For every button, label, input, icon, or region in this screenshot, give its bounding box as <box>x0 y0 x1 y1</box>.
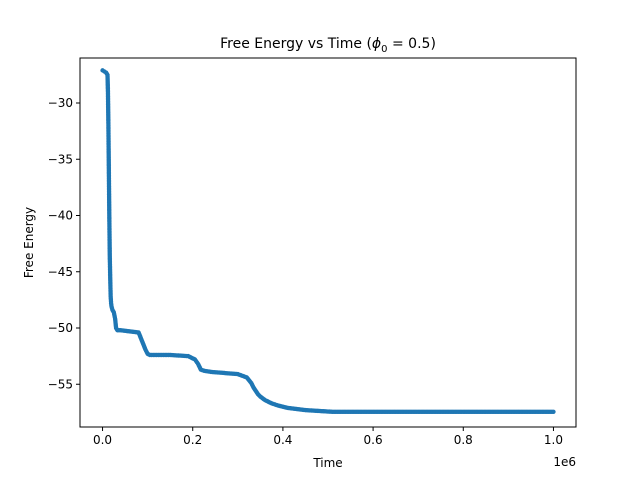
x-axis-offset-text: 1e6 <box>553 455 576 469</box>
y-tick-label: −50 <box>48 321 73 335</box>
y-axis-label: Free Energy <box>22 207 36 278</box>
y-tick-label: −45 <box>48 265 73 279</box>
plot-frame <box>79 57 577 428</box>
y-tick-label: −40 <box>48 209 73 223</box>
x-tick-label: 0.0 <box>93 433 112 447</box>
data-points <box>100 68 556 415</box>
chart-title: Free Energy vs Time (ϕ0 = 0.5) <box>220 36 436 55</box>
axis-ticks: 0.0 0.2 0.4 0.6 0.8 1.0 −30 −35 −40 −45 −50 −55 <box>48 96 563 447</box>
data-point <box>551 409 556 415</box>
x-axis-label: Time <box>312 456 342 470</box>
x-tick-label: 0.8 <box>454 433 473 447</box>
chart-title-suffix: = 0.5) <box>388 36 436 52</box>
y-tick-label: −30 <box>48 96 73 110</box>
x-tick-label: 1.0 <box>544 433 563 447</box>
x-tick-label: 0.2 <box>183 433 202 447</box>
chart-title-text: Free Energy vs Time ( <box>220 36 372 52</box>
x-tick-label: 0.4 <box>273 433 292 447</box>
y-tick-label: −35 <box>48 152 73 166</box>
chart-title-symbol: ϕ <box>372 36 381 52</box>
chart-title-subscript: 0 <box>381 44 387 55</box>
x-tick-label: 0.6 <box>364 433 383 447</box>
y-tick-label: −55 <box>48 377 73 391</box>
